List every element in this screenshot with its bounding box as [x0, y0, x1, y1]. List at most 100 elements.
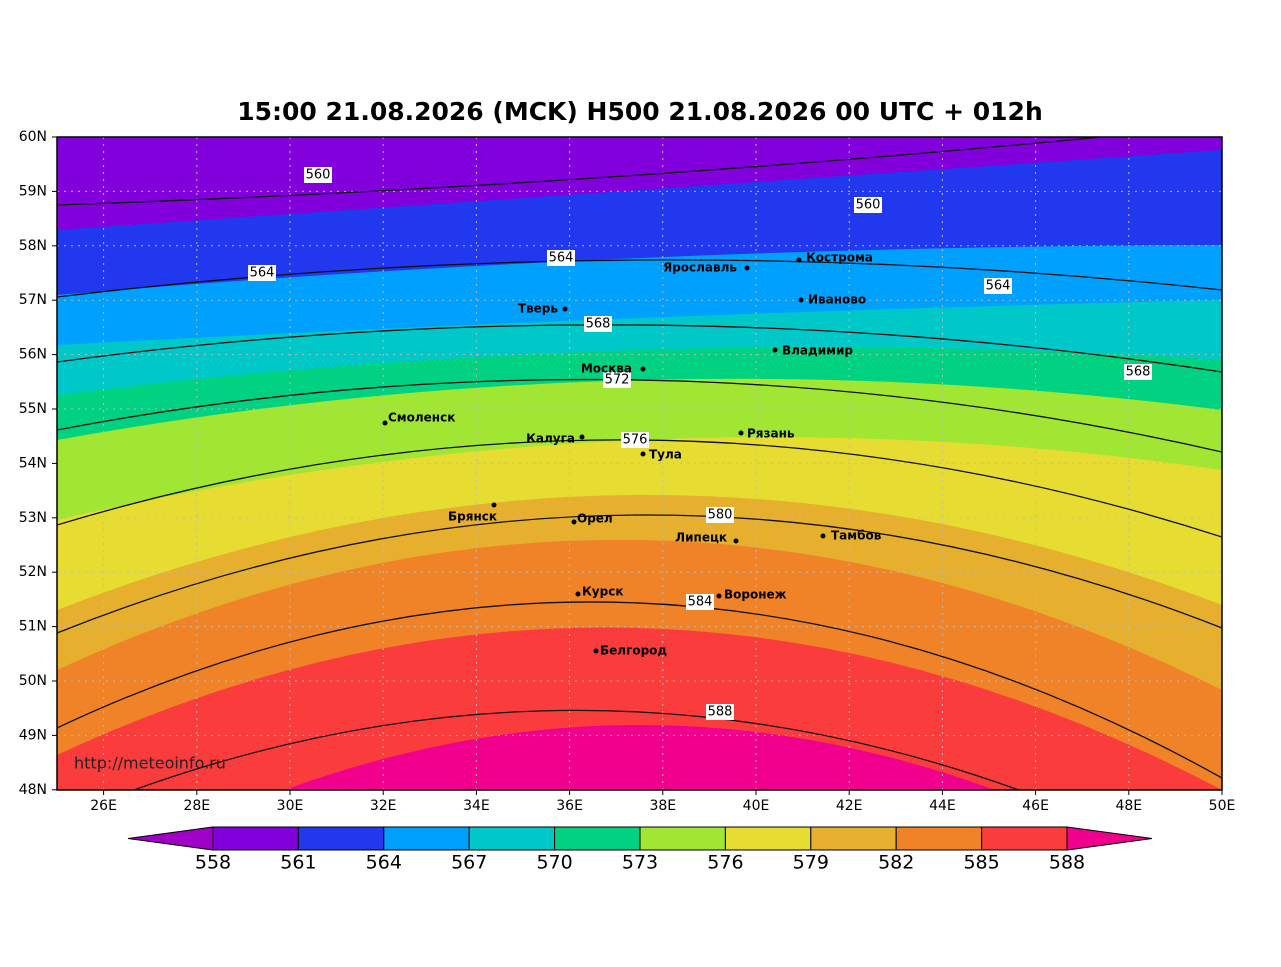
city-label: Орел	[577, 512, 613, 526]
colorbar-label: 564	[366, 852, 402, 874]
contour-label-bg	[621, 432, 649, 448]
contour-label: 568	[586, 317, 611, 332]
colorbar-band	[810, 826, 897, 851]
lat-label: 57N	[19, 292, 47, 308]
contour-label-bg	[603, 372, 631, 388]
city-label: Воронеж	[724, 588, 787, 602]
city-label: Белгород	[600, 644, 667, 658]
contour-label: 588	[708, 705, 733, 720]
city-dot	[738, 430, 744, 436]
lat-label: 48N	[19, 782, 47, 798]
colorbar-label: 567	[451, 852, 487, 874]
contour-line	[57, 378, 1222, 453]
watermark: http://meteoinfo.ru	[74, 754, 226, 773]
contour-label: 560	[306, 168, 331, 183]
lon-label: 28E	[183, 798, 210, 814]
contour-line	[57, 137, 1109, 206]
lat-label: 54N	[19, 455, 47, 471]
lon-label: 50E	[1209, 798, 1236, 814]
lon-label: 46E	[1022, 798, 1049, 814]
city-dot	[744, 265, 750, 271]
colorbar-label: 573	[622, 852, 658, 874]
lon-label: 32E	[370, 798, 397, 814]
city-dot	[571, 519, 577, 525]
colorbar-band	[297, 826, 385, 851]
city-label: Иваново	[808, 293, 866, 307]
colorbar: 558 561 564 567 570 573 576 579 582 585 588	[127, 826, 1153, 874]
city-label: Липецк	[675, 531, 727, 545]
city-label: Тверь	[518, 302, 559, 316]
lon-label: 44E	[929, 798, 956, 814]
lat-label: 55N	[19, 401, 47, 417]
colorbar-over	[1066, 826, 1153, 851]
lat-label: 59N	[19, 183, 47, 199]
colorbar-band	[383, 826, 470, 851]
city-dot	[640, 366, 646, 372]
contour-label: 580	[708, 508, 733, 523]
city-label: Ярославль	[663, 261, 737, 275]
city-dot	[640, 451, 646, 457]
city-label: Москва	[581, 362, 632, 376]
lon-label: 40E	[743, 798, 770, 814]
colorbar-label: 576	[707, 852, 743, 874]
lon-label: 26E	[90, 798, 117, 814]
colorbar-label: 570	[536, 852, 572, 874]
lon-label: 30E	[277, 798, 304, 814]
colorbar-label: 558	[195, 852, 231, 874]
contour-label: 564	[250, 266, 275, 281]
contour-label-bg	[686, 594, 714, 610]
city-dot	[733, 538, 739, 544]
contour-label: 564	[549, 251, 574, 266]
lon-label: 48E	[1115, 798, 1142, 814]
city-label: Тамбов	[831, 529, 882, 543]
city-dot	[716, 593, 722, 599]
city-dot	[491, 502, 497, 508]
contour-label-bg	[248, 265, 276, 281]
city-dot	[579, 434, 585, 440]
lat-label: 60N	[19, 129, 47, 145]
colorbar-label: 582	[878, 852, 914, 874]
axes: 60N 59N 58N 57N 56N 55N 54N 53N 52N 51N 50N 49N 48N 2…	[19, 129, 1236, 814]
contour-label: 576	[623, 433, 648, 448]
title: 15:00 21.08.2026 (MCK) H500 21.08.2026 0…	[237, 97, 1043, 126]
colorbar-band	[981, 826, 1068, 851]
city-dot	[382, 420, 388, 426]
contour-label: 568	[1126, 365, 1151, 380]
colorbar-label: 561	[280, 852, 316, 874]
city-label: Брянск	[448, 510, 497, 524]
contour-label-bg	[1124, 364, 1152, 380]
city-label: Владимир	[782, 344, 853, 358]
contour-label-bg	[547, 250, 575, 266]
lat-label: 53N	[19, 510, 47, 526]
band	[57, 627, 1222, 790]
colorbar-label: 588	[1049, 852, 1085, 874]
contour-label-bg	[706, 507, 734, 523]
city-label: Тула	[649, 448, 682, 462]
city-dot	[562, 306, 568, 312]
lon-label: 36E	[556, 798, 583, 814]
lat-label: 52N	[19, 564, 47, 580]
lat-label: 58N	[19, 238, 47, 254]
contour-line	[57, 601, 1222, 779]
colorbar-under	[127, 826, 214, 851]
city-dot	[772, 347, 778, 353]
colorbar-band	[724, 826, 812, 851]
colorbar-label: 585	[963, 852, 999, 874]
city-dot	[575, 591, 581, 597]
city-label: Рязань	[747, 427, 795, 441]
lat-label: 51N	[19, 619, 47, 635]
colorbar-band	[639, 826, 726, 851]
colorbar-label: 579	[793, 852, 829, 874]
city-label: Калуга	[526, 432, 575, 446]
lon-label: 34E	[463, 798, 490, 814]
colorbar-band	[554, 826, 641, 851]
contour-label: 564	[986, 279, 1011, 294]
colorbar-band	[212, 826, 299, 851]
contour-label: 584	[688, 595, 713, 610]
contour-label-bg	[304, 167, 332, 183]
contour-label-bg	[984, 278, 1012, 294]
contour-label-bg	[584, 316, 612, 332]
map-area: 560 560 564 564 564 568 568 572 576 580 584 588 Кост…	[57, 137, 1222, 790]
contour-line	[57, 259, 1222, 298]
band	[284, 725, 995, 790]
